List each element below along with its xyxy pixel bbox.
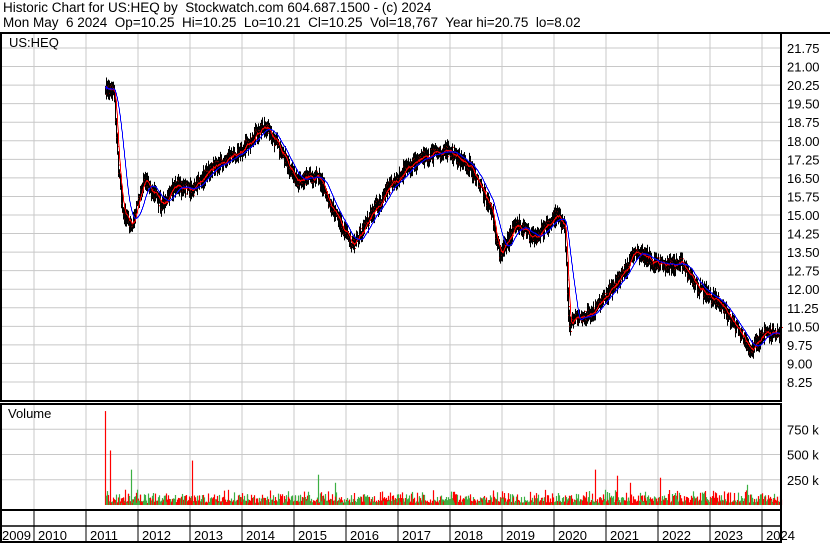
price-tick-label: 17.25 (787, 152, 820, 167)
quote-summary: Mon May 6 2024 Op=10.25 Hi=10.25 Lo=10.2… (3, 15, 581, 30)
year-tick-label: 2022 (662, 528, 691, 543)
year-tick-label: 2013 (194, 528, 223, 543)
year-tick-label: 2015 (298, 528, 327, 543)
year-tick-label: 2019 (506, 528, 535, 543)
price-tick-label: 13.50 (787, 245, 820, 260)
price-tick-label: 18.00 (787, 134, 820, 149)
year-tick-label: 2009 (2, 528, 31, 543)
symbol-label: US:HEQ (9, 35, 59, 50)
year-tick-label: 2023 (714, 528, 743, 543)
year-tick-label: 2018 (454, 528, 483, 543)
price-tick-label: 15.75 (787, 189, 820, 204)
price-tick-label: 20.25 (787, 78, 820, 93)
year-tick-label: 2017 (402, 528, 431, 543)
volume-tick-label: 750 k (787, 422, 819, 437)
moving-average-short-line (105, 85, 782, 351)
price-tick-label: 21.75 (787, 41, 820, 56)
price-tick-label: 12.75 (787, 264, 820, 279)
price-tick-label: 10.50 (787, 319, 820, 334)
year-tick-label: 2011 (90, 528, 118, 543)
price-tick-label: 19.50 (787, 97, 820, 112)
year-tick-label: 2014 (246, 528, 275, 543)
chart-title: Historic Chart for US:HEQ by Stockwatch.… (3, 0, 432, 15)
price-tick-label: 9.75 (787, 338, 812, 353)
price-tick-label: 14.25 (787, 227, 820, 242)
price-tick-label: 12.00 (787, 282, 820, 297)
volume-axis: 750 k 500 k 250 k (787, 422, 819, 488)
year-tick-label: 2010 (38, 528, 67, 543)
price-bars (105, 77, 783, 359)
price-pane-frame (0, 32, 782, 402)
year-tick-label: 2020 (558, 528, 587, 543)
year-axis: 2009 2010 2011 2012 2013 2014 2015 2016 2017 2018… (2, 510, 795, 543)
price-tick-label: 21.00 (787, 60, 820, 75)
year-tick-label: 2016 (350, 528, 379, 543)
price-tick-label: 15.00 (787, 208, 820, 223)
price-tick-label: 11.25 (787, 301, 819, 316)
year-tick-label: 2024 (766, 528, 795, 543)
price-axis: 21.75 21.00 20.25 19.50 18.75 18.00 17.25 16.50… (787, 41, 820, 390)
volume-label: Volume (8, 406, 51, 421)
volume-tick-label: 500 k (787, 448, 819, 463)
moving-average-long-line (105, 85, 782, 347)
price-tick-label: 18.75 (787, 115, 820, 130)
year-tick-label: 2012 (142, 528, 171, 543)
year-tick-label: 2021 (610, 528, 639, 543)
pane-frames (0, 32, 830, 543)
price-tick-label: 9.00 (787, 356, 812, 371)
price-tick-label: 16.50 (787, 171, 820, 186)
volume-bars (104, 411, 783, 505)
price-tick-label: 8.25 (787, 375, 812, 390)
volume-tick-label: 250 k (787, 473, 819, 488)
